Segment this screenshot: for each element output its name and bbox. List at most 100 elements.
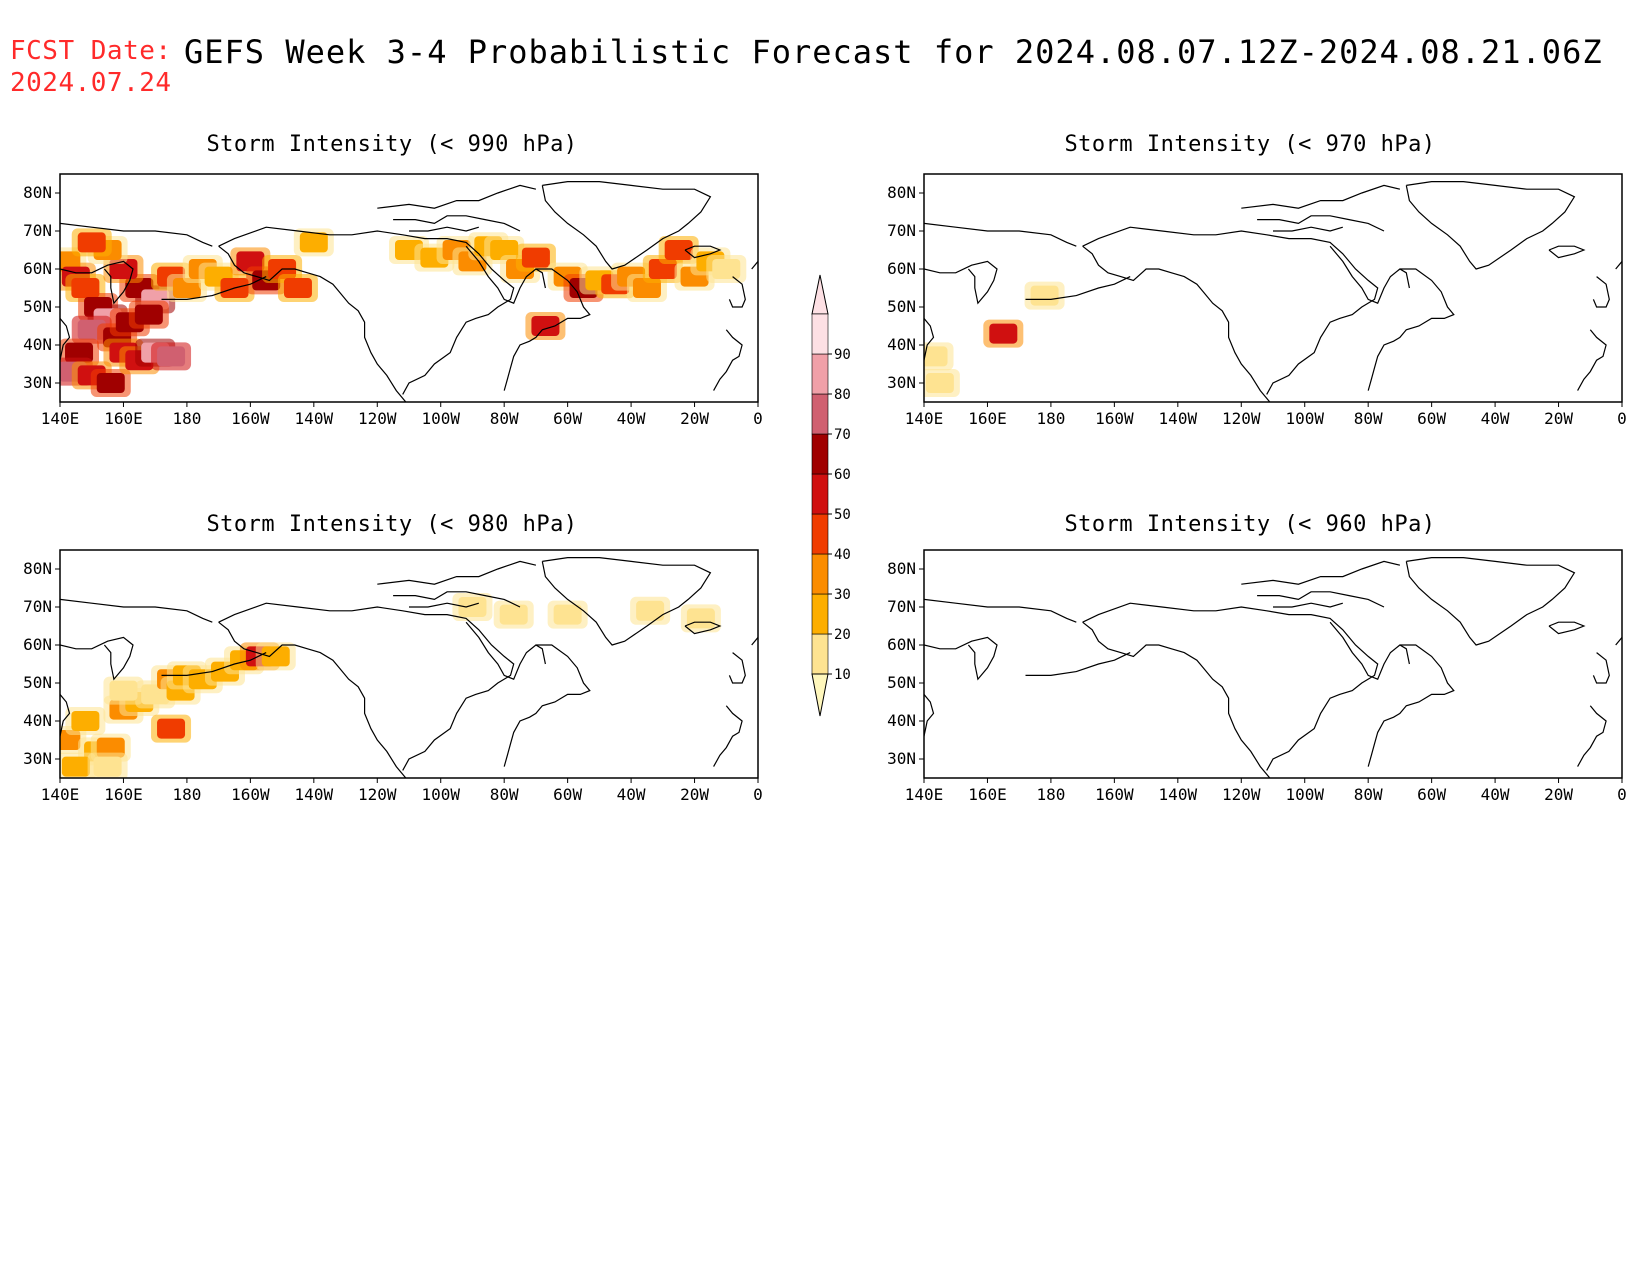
coastline — [728, 652, 746, 684]
lon-tick-label: 100W — [1285, 785, 1324, 804]
lon-tick-label: 0 — [1617, 409, 1627, 428]
coastline — [1082, 621, 1271, 778]
coastline — [1592, 276, 1610, 308]
lon-tick-label: 20W — [680, 785, 709, 804]
lon-tick-label: 120W — [358, 409, 397, 428]
lon-tick-label: 140W — [1159, 785, 1198, 804]
colorbar-label: 80 — [834, 387, 851, 403]
coastline — [1025, 276, 1131, 300]
lon-tick-label: 80W — [490, 409, 519, 428]
coastline — [161, 652, 267, 677]
lat-tick-label: 60N — [887, 259, 916, 278]
coastline — [465, 245, 546, 304]
colorbar-label: 50 — [834, 507, 851, 523]
coastline — [924, 598, 1077, 623]
lon-tick-label: 80W — [490, 785, 519, 804]
colorbar-segment — [811, 353, 829, 395]
lat-tick-label: 40N — [887, 335, 916, 354]
lat-tick-label: 40N — [887, 711, 916, 730]
coastline — [377, 560, 537, 585]
coastline — [393, 591, 521, 608]
lat-tick-label: 50N — [23, 673, 52, 692]
coastline — [60, 318, 71, 362]
prob-cell — [299, 232, 328, 253]
coastline — [1592, 652, 1610, 684]
coastline — [1082, 602, 1379, 771]
lon-tick-label: 160W — [1095, 409, 1134, 428]
lon-tick-label: 160E — [104, 785, 143, 804]
coastline — [409, 602, 479, 608]
colorbar-label: 10 — [834, 667, 851, 683]
coastline — [1367, 268, 1455, 391]
prob-cell — [93, 756, 122, 777]
lat-tick-label: 70N — [887, 221, 916, 240]
map-frame — [923, 549, 1623, 779]
prob-cell — [712, 259, 741, 279]
lon-tick-label: 120W — [358, 785, 397, 804]
main-title: GEFS Week 3-4 Probabilistic Forecast for… — [184, 33, 1603, 71]
coastline — [751, 637, 758, 646]
colorbar-segment — [811, 513, 829, 555]
coastline — [1273, 226, 1343, 232]
coastline — [1329, 621, 1410, 680]
prob-cell — [686, 608, 715, 629]
prob-cell — [157, 718, 186, 739]
lon-tick-label: 40W — [1481, 409, 1510, 428]
coastline — [60, 694, 71, 738]
coastline — [503, 644, 591, 767]
prob-cell — [60, 730, 81, 750]
coastline — [728, 276, 746, 308]
prob-cell — [521, 247, 550, 268]
prob-cell — [1030, 285, 1059, 306]
coastline — [1405, 556, 1576, 646]
coastline — [924, 222, 1077, 247]
coastline — [1257, 591, 1385, 608]
coastline — [218, 621, 407, 778]
panel-title-990: Storm Intensity (< 990 hPa) — [206, 132, 578, 157]
colorbar-label: 30 — [834, 587, 851, 603]
lon-tick-label: 140W — [295, 409, 334, 428]
panel-title-980: Storm Intensity (< 980 hPa) — [206, 512, 578, 537]
coastline — [751, 261, 758, 270]
coastline — [409, 226, 479, 232]
coastline — [924, 636, 998, 681]
lon-tick-label: 120W — [1222, 785, 1261, 804]
prob-cell — [458, 597, 487, 617]
colorbar-segment — [811, 553, 829, 595]
coastline — [924, 694, 935, 738]
coastline — [393, 215, 521, 232]
lon-tick-label: 180 — [1036, 409, 1065, 428]
prob-cell — [283, 278, 312, 298]
coastline — [1615, 261, 1622, 270]
coastline — [1615, 637, 1622, 646]
lat-tick-label: 70N — [23, 597, 52, 616]
coastline — [218, 245, 407, 402]
lat-tick-label: 60N — [23, 635, 52, 654]
coastline — [1548, 621, 1586, 635]
coastline — [1025, 652, 1131, 677]
map-frame — [59, 549, 759, 779]
lat-tick-label: 30N — [23, 749, 52, 768]
prob-cell — [924, 346, 948, 367]
coastline — [1329, 245, 1410, 304]
prob-cell — [61, 756, 90, 777]
lon-tick-label: 80W — [1354, 409, 1383, 428]
lon-tick-label: 180 — [172, 785, 201, 804]
lat-tick-label: 60N — [23, 259, 52, 278]
coastline — [60, 598, 213, 623]
coastline — [1273, 602, 1343, 608]
prob-cell — [531, 316, 560, 336]
coastline — [1577, 329, 1607, 391]
prob-cell — [636, 600, 665, 621]
lon-tick-label: 100W — [1285, 409, 1324, 428]
coastline — [465, 621, 546, 680]
prob-cell — [261, 646, 290, 667]
lon-tick-label: 140E — [905, 409, 944, 428]
lat-tick-label: 30N — [887, 749, 916, 768]
coastline — [503, 268, 591, 391]
lon-tick-label: 20W — [1544, 785, 1573, 804]
